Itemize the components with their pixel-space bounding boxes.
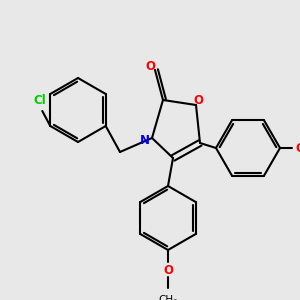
- Text: CH₃: CH₃: [158, 295, 178, 300]
- Text: O: O: [295, 142, 300, 154]
- Text: O: O: [193, 94, 203, 106]
- Text: O: O: [145, 61, 155, 74]
- Text: N: N: [140, 134, 150, 146]
- Text: O: O: [163, 263, 173, 277]
- Text: Cl: Cl: [33, 94, 46, 107]
